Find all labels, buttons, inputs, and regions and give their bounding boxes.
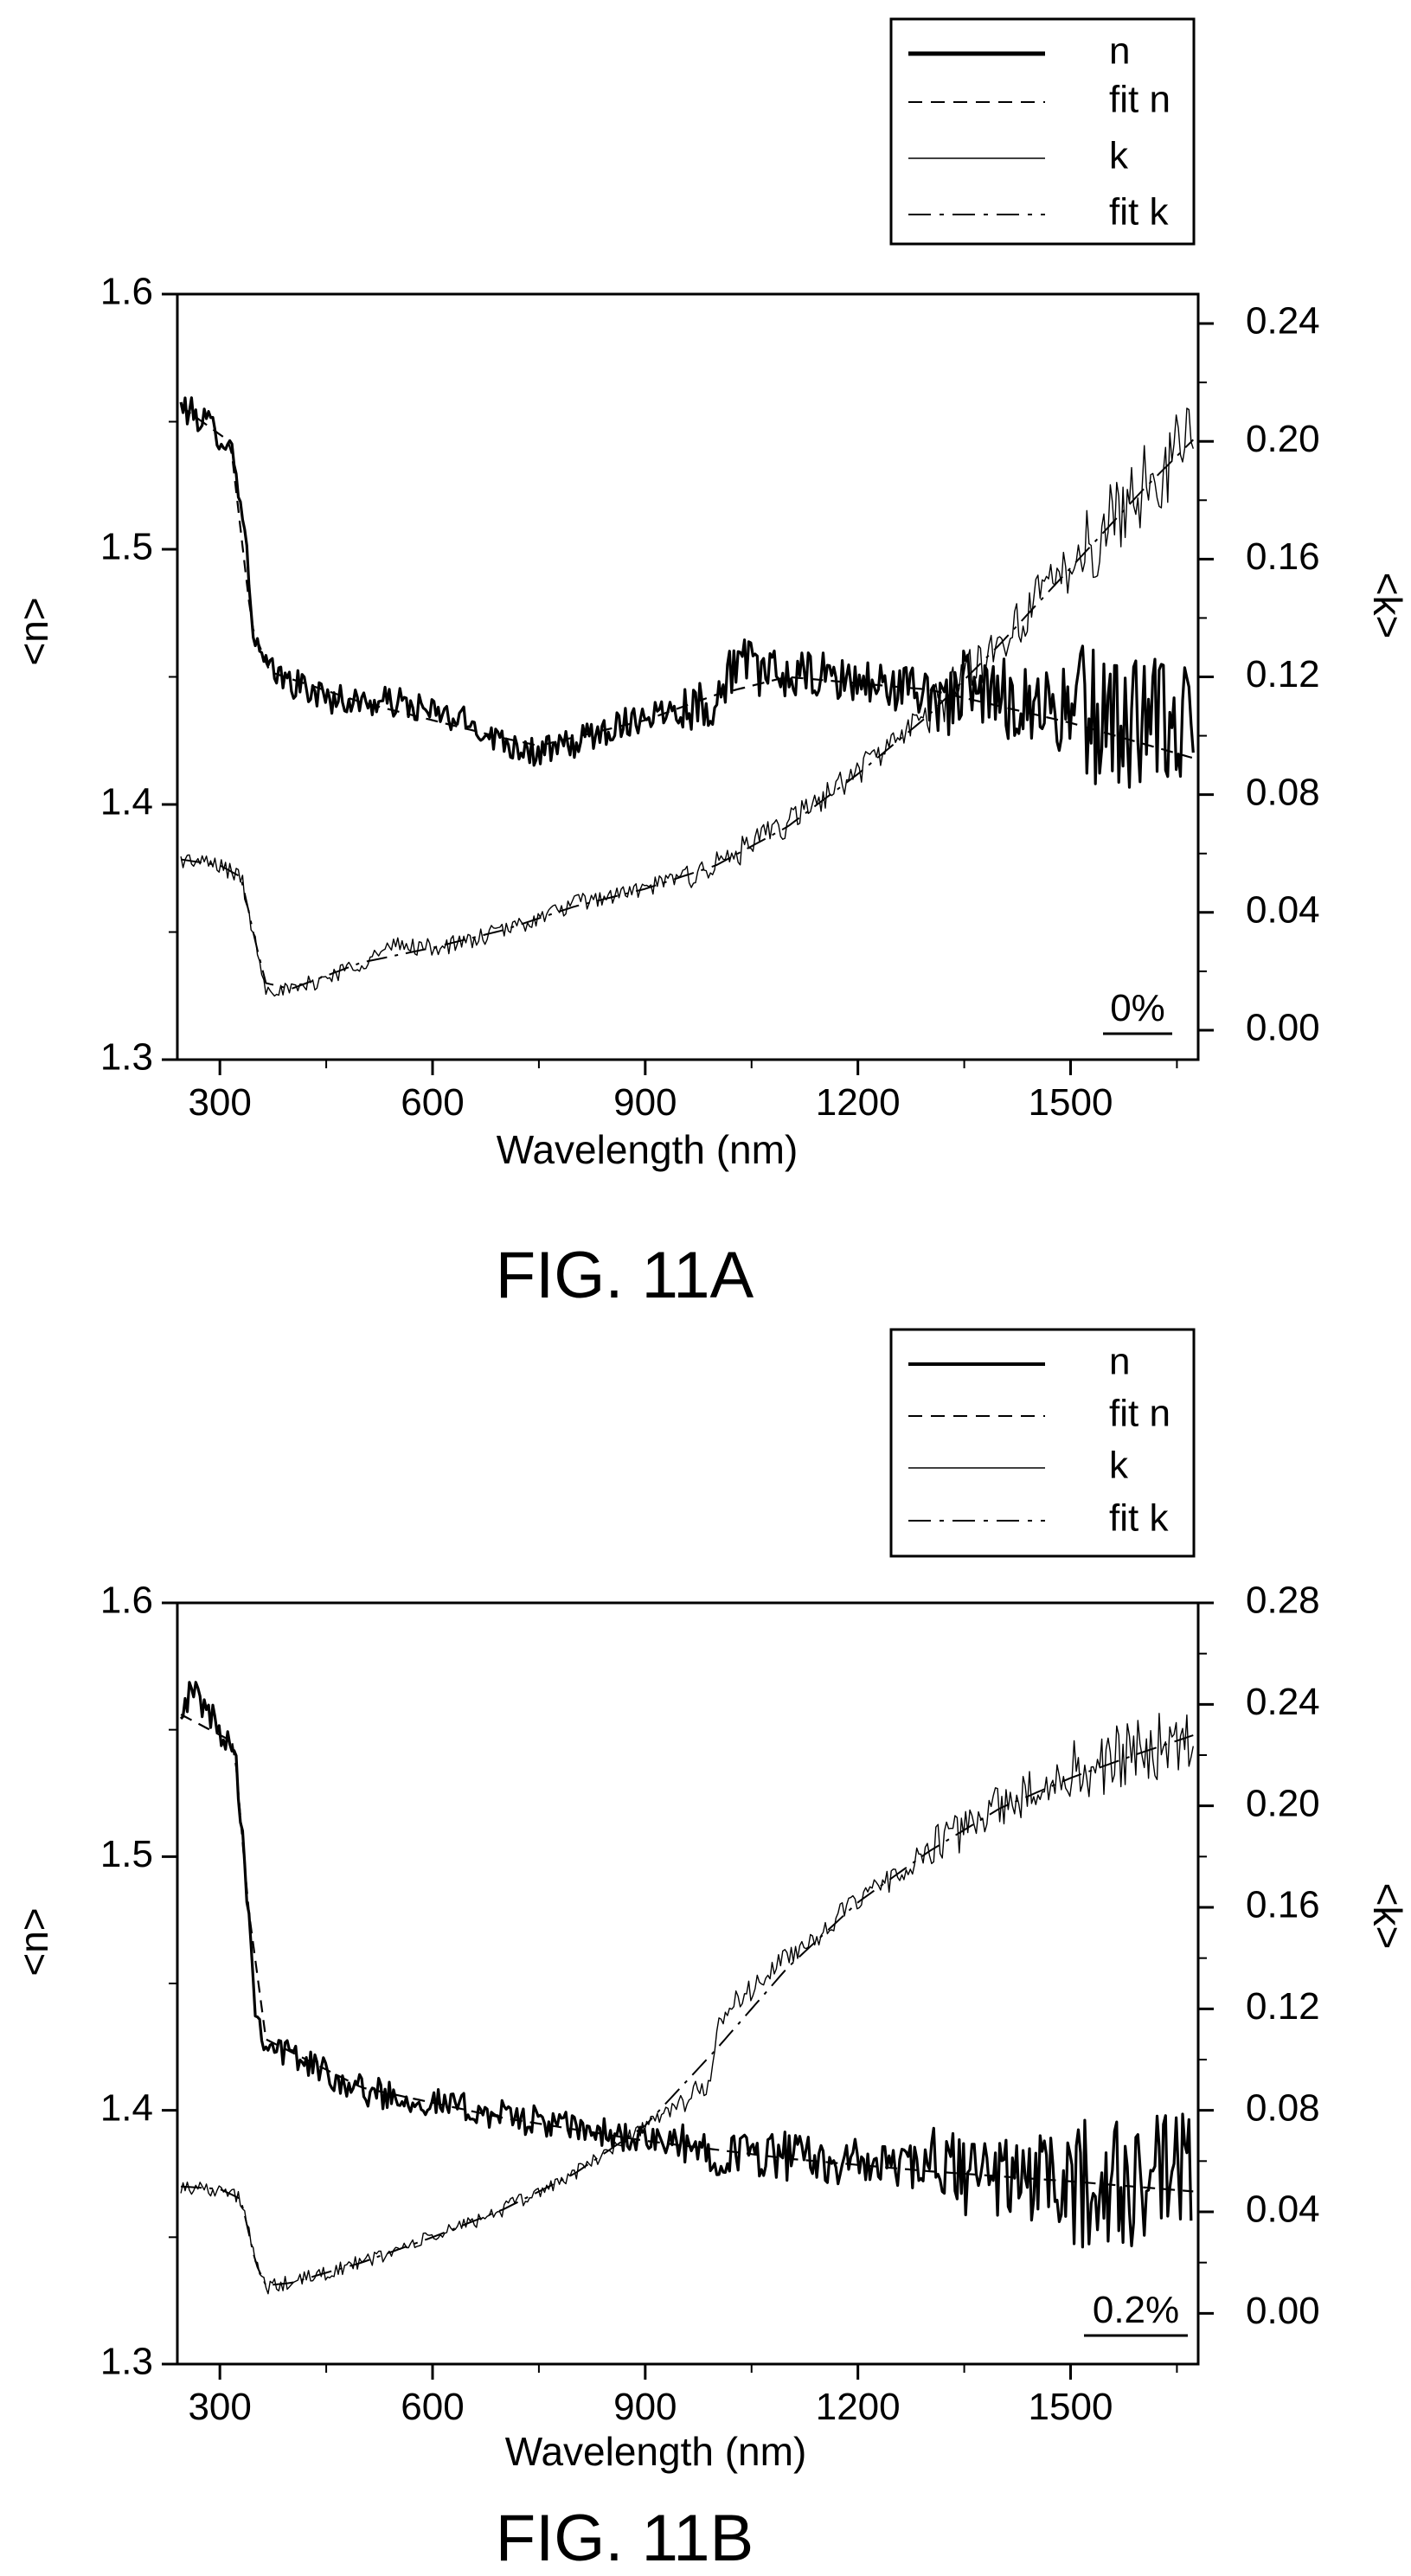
legend-label-k: k xyxy=(1109,135,1129,177)
y-left-axis-title-11a: <n> xyxy=(11,597,56,665)
axis-ticks-11a: 300 600 900 1200 1500 1.3 1.4 1.5 1.6 0.00 0.04 0.0… xyxy=(100,271,1320,1124)
legend-box xyxy=(889,1328,1196,1558)
x-tick-label-1500: 1500 xyxy=(1029,1081,1113,1124)
x-tick-label-300: 300 xyxy=(188,2386,251,2428)
chart-panel-11b: n fit n k fit k 300 600 900 1200 1500 1.3 1.4 1… xyxy=(11,1328,1410,2575)
series-line-fit-n xyxy=(180,405,1194,759)
legend-label-fit-n: fit n xyxy=(1109,1393,1170,1435)
x-tick-label-1200: 1200 xyxy=(816,2386,901,2428)
x-tick-label-300: 300 xyxy=(188,1081,251,1124)
y-right-tick-label: 0.04 xyxy=(1246,888,1320,931)
series-line-n xyxy=(179,1681,1193,2249)
x-tick-label-600: 600 xyxy=(401,2386,464,2428)
y-left-tick-label: 1.3 xyxy=(100,2341,153,2383)
y-right-tick-label: 0.20 xyxy=(1246,1782,1320,1824)
y-right-tick-label: 0.24 xyxy=(1246,300,1320,343)
x-tick-label-1500: 1500 xyxy=(1029,2386,1113,2428)
legend-label-n: n xyxy=(1109,30,1130,73)
y-right-tick-label: 0.24 xyxy=(1246,1681,1320,1723)
series-line-fit-k xyxy=(180,439,1194,990)
chart-panel-11a: n fit n k fit k 300 600 900 1200 1500 1.3 1.4 1… xyxy=(11,17,1410,1312)
series-line-fit-n xyxy=(180,1714,1194,2193)
y-left-tick-label: 1.3 xyxy=(100,1036,153,1079)
y-right-tick-label: 0.00 xyxy=(1246,1007,1320,1049)
legend-label-fit-k: fit k xyxy=(1109,191,1169,234)
y-right-tick-label: 0.00 xyxy=(1246,2290,1320,2332)
y-left-tick-label: 1.4 xyxy=(100,2086,153,2129)
y-right-tick-label: 0.04 xyxy=(1246,2188,1320,2231)
annotation-11b: 0.2% xyxy=(1093,2289,1179,2331)
legend-label-k: k xyxy=(1109,1445,1129,1487)
x-tick-label-1200: 1200 xyxy=(816,1081,901,1124)
y-right-tick-label: 0.20 xyxy=(1246,418,1320,460)
y-right-tick-label: 0.16 xyxy=(1246,535,1320,578)
series-line-k xyxy=(180,1713,1194,2295)
y-left-tick-label: 1.6 xyxy=(100,1580,153,1622)
legend-label-fit-n: fit n xyxy=(1109,79,1170,121)
series-line-k xyxy=(180,407,1194,997)
x-axis-title-11a: Wavelength (nm) xyxy=(497,1127,798,1172)
legend-label-n: n xyxy=(1109,1341,1130,1383)
y-right-tick-label: 0.08 xyxy=(1246,771,1320,813)
legend-11a: n fit n k fit k xyxy=(889,17,1196,246)
y-left-tick-label: 1.5 xyxy=(100,1833,153,1875)
series-group-11b xyxy=(179,1681,1194,2295)
x-axis-title-11b: Wavelength (nm) xyxy=(505,2429,807,2474)
y-left-tick-label: 1.6 xyxy=(100,271,153,313)
series-line-n xyxy=(179,396,1195,789)
y-left-tick-label: 1.4 xyxy=(100,781,153,823)
y-right-tick-label: 0.08 xyxy=(1246,2086,1320,2129)
y-right-tick-label: 0.12 xyxy=(1246,653,1320,695)
y-right-tick-label: 0.28 xyxy=(1246,1580,1320,1622)
plot-area-11b xyxy=(176,1601,1200,2366)
y-right-axis-title-11b: <k> xyxy=(1365,1883,1410,1950)
axis-ticks-11b: 300 600 900 1200 1500 1.3 1.4 1.5 1.6 0.00 0.04 0.0… xyxy=(100,1580,1320,2428)
legend-11b: n fit n k fit k xyxy=(889,1328,1196,1558)
x-tick-label-900: 900 xyxy=(613,1081,677,1124)
figure-caption-11a: FIG. 11A xyxy=(496,1239,754,1312)
y-left-axis-title-11b: <n> xyxy=(11,1907,56,1976)
y-right-axis-title-11a: <k> xyxy=(1365,573,1410,639)
x-tick-label-900: 900 xyxy=(613,2386,677,2428)
series-group-11a xyxy=(179,396,1195,997)
series-line-fit-k xyxy=(181,1734,1194,2287)
y-left-tick-label: 1.5 xyxy=(100,526,153,568)
annotation-11a: 0% xyxy=(1110,987,1165,1029)
legend-box xyxy=(889,17,1196,246)
y-right-tick-label: 0.16 xyxy=(1246,1884,1320,1926)
figure-caption-11b: FIG. 11B xyxy=(496,2502,754,2575)
y-right-tick-label: 0.12 xyxy=(1246,1985,1320,2028)
x-tick-label-600: 600 xyxy=(401,1081,464,1124)
legend-label-fit-k: fit k xyxy=(1109,1497,1169,1540)
